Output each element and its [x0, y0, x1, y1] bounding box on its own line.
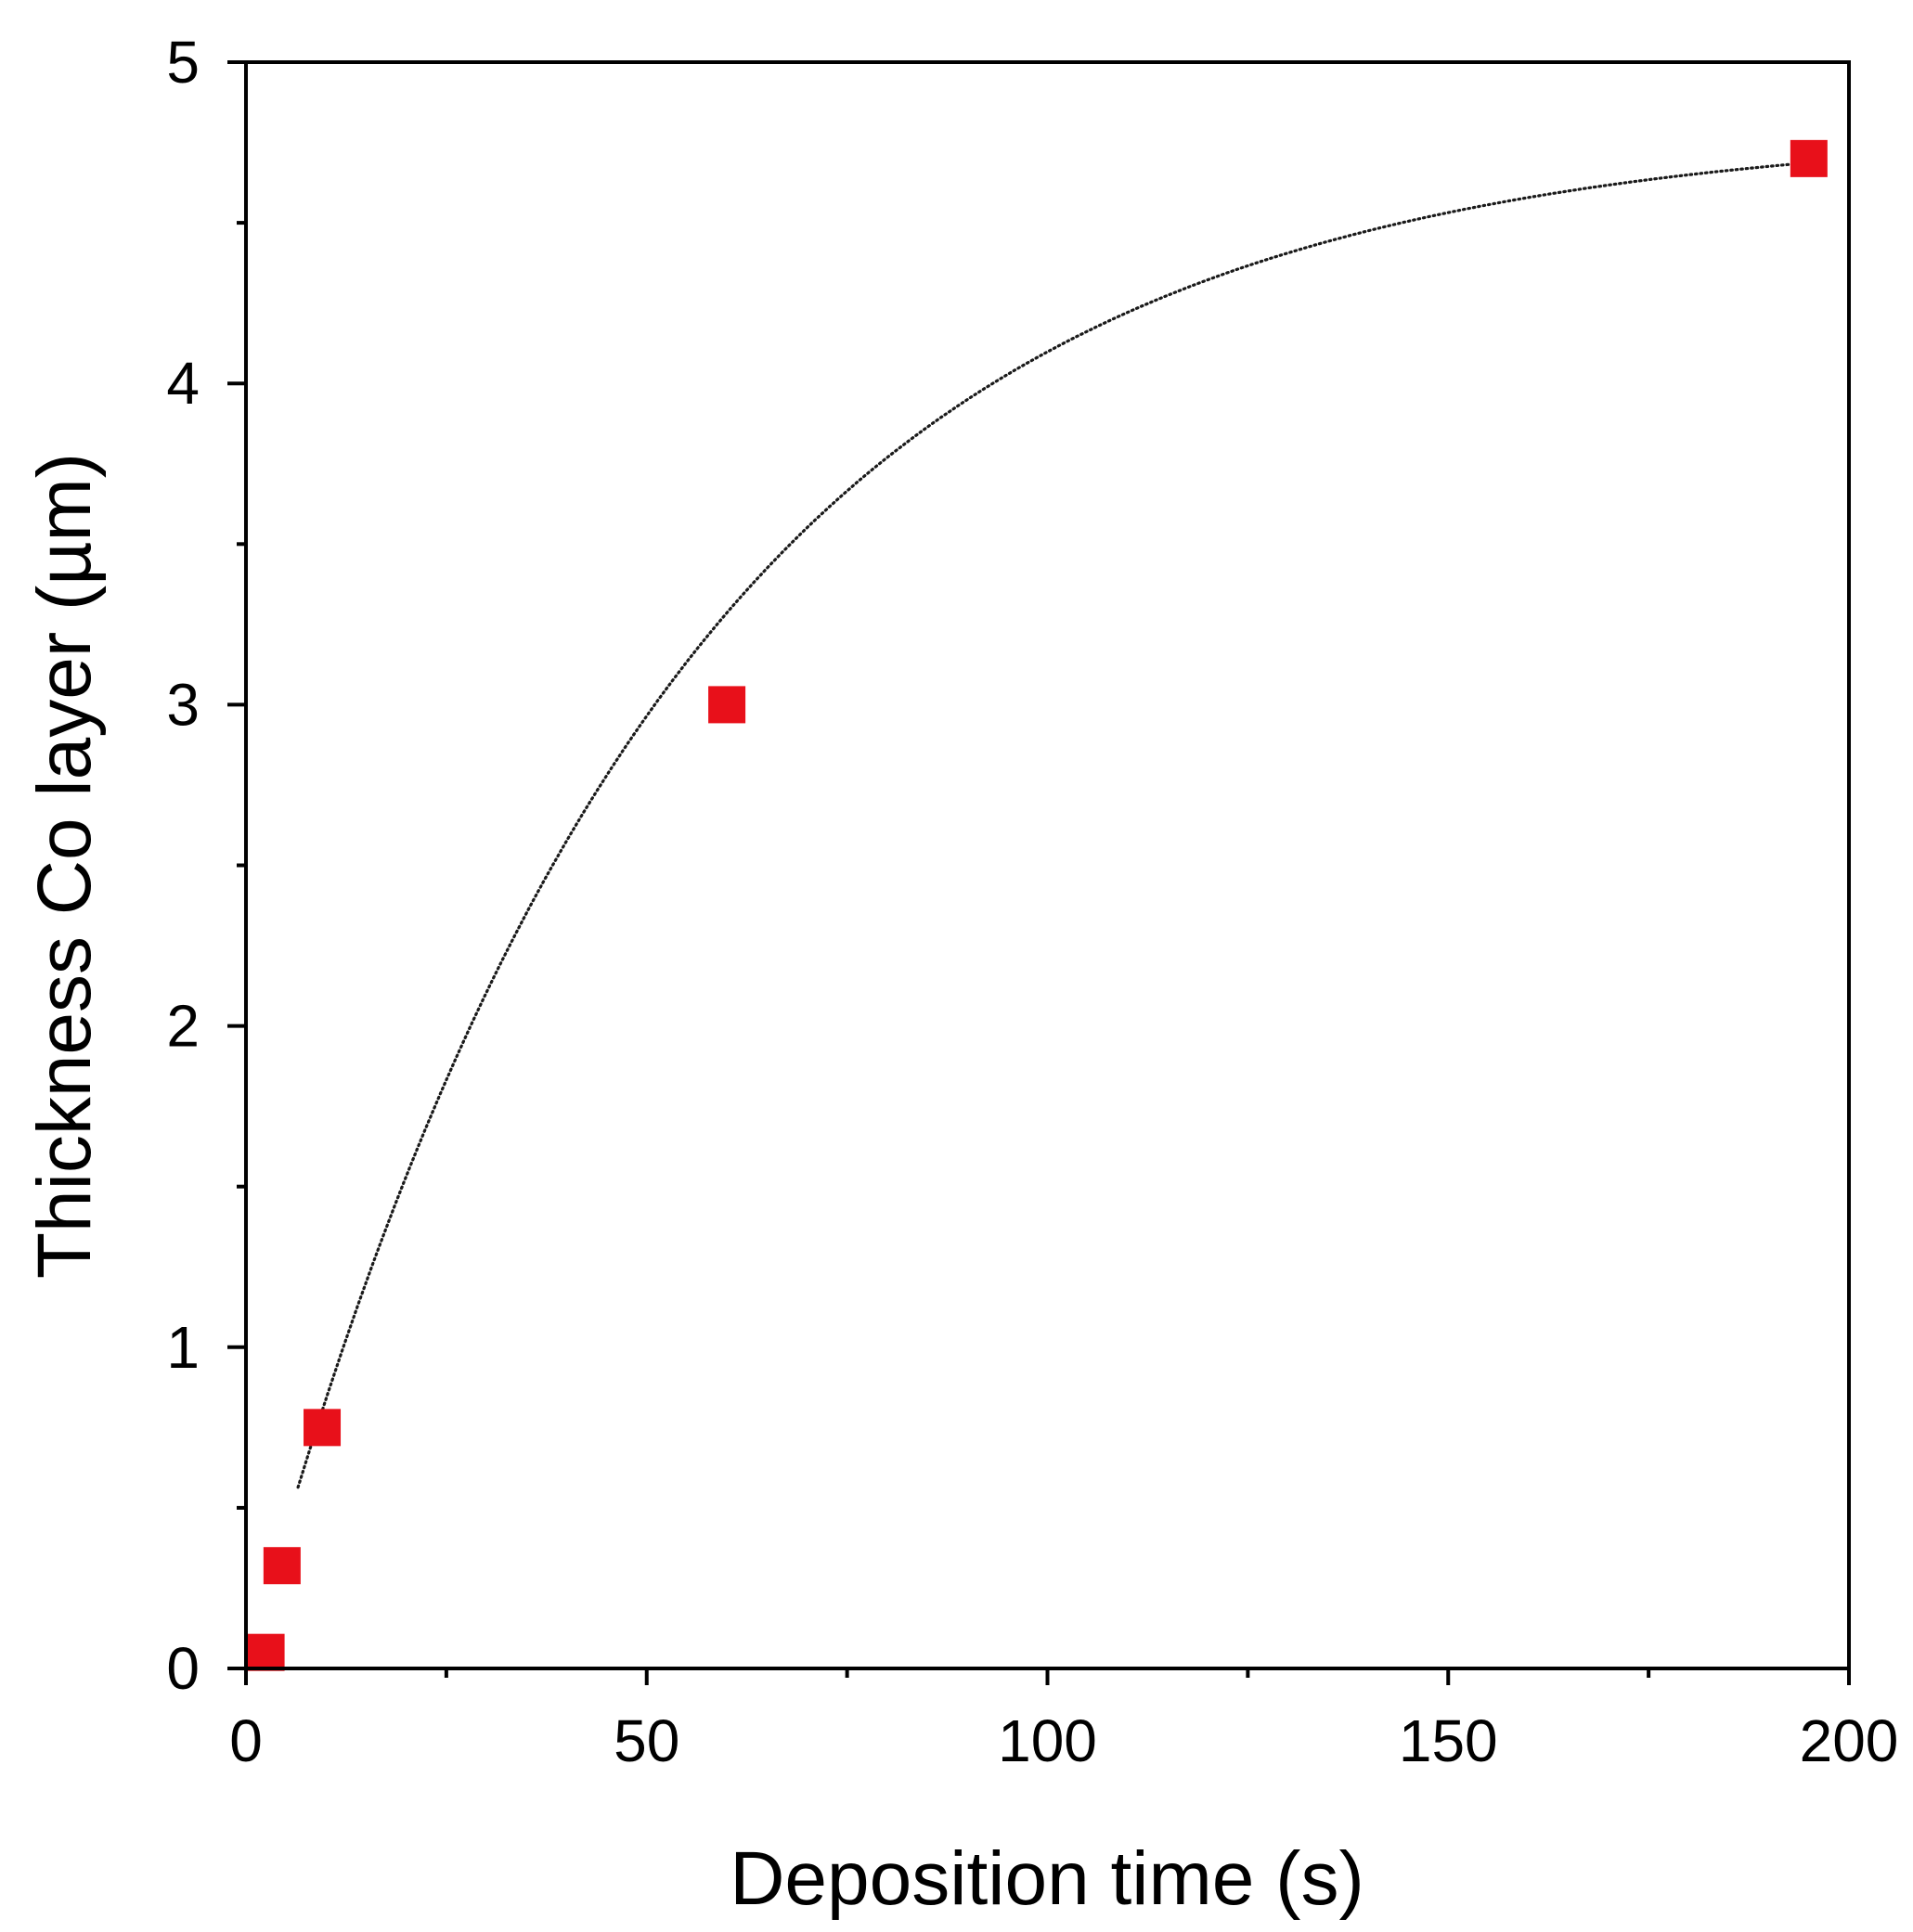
y-tick-label: 4 — [166, 350, 200, 417]
y-tick-label: 1 — [166, 1314, 200, 1381]
data-point — [263, 1547, 301, 1585]
y-tick-label: 5 — [166, 29, 200, 96]
x-axis-title: Deposition time (s) — [730, 1836, 1364, 1921]
y-tick-label: 0 — [166, 1635, 200, 1702]
data-point — [247, 1633, 285, 1671]
x-tick-label: 50 — [614, 1707, 679, 1774]
y-axis-title: Thickness Co layer (µm) — [22, 453, 107, 1279]
fit-curve — [296, 162, 1795, 1489]
data-point — [1790, 139, 1828, 177]
data-point — [304, 1409, 342, 1447]
x-axis: 0 50 100 150 200 — [229, 1668, 1898, 1774]
y-tick-label: 3 — [166, 671, 200, 738]
y-tick-label: 2 — [166, 993, 200, 1060]
x-tick-label: 150 — [1399, 1707, 1498, 1774]
x-tick-label: 200 — [1800, 1707, 1899, 1774]
fit-line-layer — [296, 162, 1795, 1489]
data-point — [708, 686, 746, 724]
x-tick-label: 100 — [998, 1707, 1097, 1774]
data-points — [247, 139, 1828, 1671]
y-axis: 0 1 2 3 4 5 — [166, 29, 246, 1702]
x-tick-label: 0 — [229, 1707, 263, 1774]
plot-area-frame — [244, 60, 1851, 1670]
